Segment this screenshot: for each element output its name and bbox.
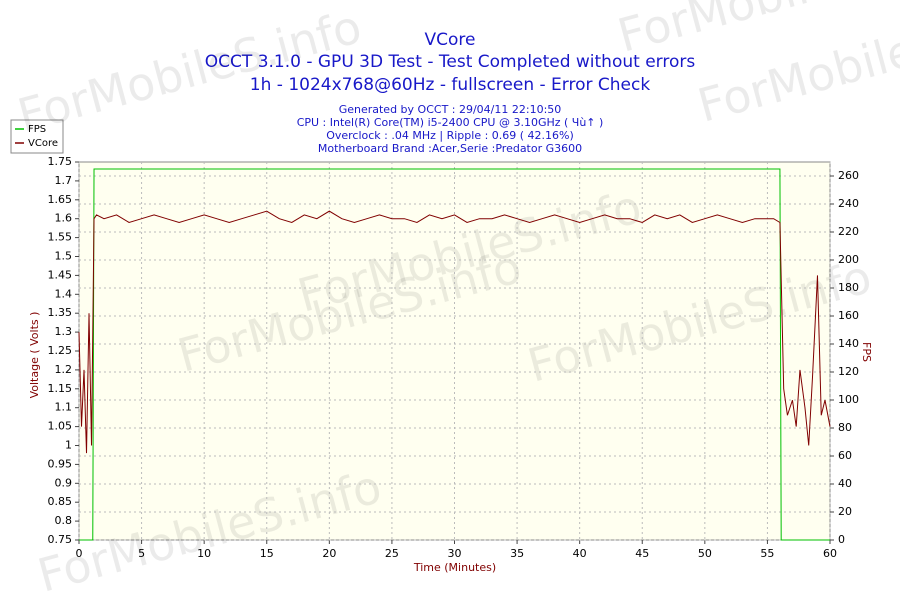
info-line: Motherboard Brand :Acer,Serie :Predator … [318, 142, 582, 155]
y-tick-label: 1.45 [48, 268, 73, 281]
x-tick-label: 20 [322, 547, 336, 560]
y-tick-label: 1.65 [48, 193, 73, 206]
info-line: Generated by OCCT : 29/04/11 22:10:50 [339, 103, 562, 116]
x-tick-label: 40 [573, 547, 587, 560]
x-tick-label: 10 [197, 547, 211, 560]
y2-tick-label: 180 [838, 281, 859, 294]
y2-tick-label: 220 [838, 225, 859, 238]
y-axis-label: Voltage ( Volts ) [28, 312, 41, 399]
y-tick-label: 0.8 [55, 514, 73, 527]
y-tick-label: 1.55 [48, 231, 73, 244]
x-tick-label: 55 [760, 547, 774, 560]
y2-tick-label: 120 [838, 365, 859, 378]
y2-tick-label: 20 [838, 505, 852, 518]
y-tick-label: 1.6 [55, 212, 73, 225]
y-tick-label: 0.9 [55, 476, 73, 489]
y-tick-label: 1.15 [48, 382, 73, 395]
y-tick-label: 1.1 [55, 401, 73, 414]
x-tick-label: 60 [823, 547, 837, 560]
info-line: Overclock : .04 MHz | Ripple : 0.69 ( 42… [326, 129, 574, 142]
y-tick-label: 1.05 [48, 420, 73, 433]
y2-tick-label: 140 [838, 337, 859, 350]
x-tick-label: 45 [635, 547, 649, 560]
y-tick-label: 1.7 [55, 174, 73, 187]
y-tick-label: 1.3 [55, 325, 73, 338]
x-tick-label: 5 [138, 547, 145, 560]
y2-tick-label: 40 [838, 477, 852, 490]
legend-label: FPS [28, 124, 46, 135]
y-tick-label: 1.35 [48, 306, 73, 319]
series-line [79, 168, 830, 541]
y-tick-label: 0.75 [48, 533, 73, 546]
x-tick-label: 30 [448, 547, 462, 560]
y2-axis-label: FPS [860, 342, 873, 362]
y2-tick-label: 160 [838, 309, 859, 322]
x-tick-label: 35 [510, 547, 524, 560]
subtitle: OCCT 3.1.0 - GPU 3D Test - Test Complete… [205, 52, 696, 72]
y-tick-label: 0.95 [48, 457, 73, 470]
y-tick-label: 1.25 [48, 344, 73, 357]
x-tick-label: 15 [260, 547, 274, 560]
y-tick-label: 1 [65, 439, 72, 452]
x-tick-label: 50 [698, 547, 712, 560]
y2-tick-label: 0 [838, 533, 845, 546]
y2-tick-label: 100 [838, 393, 859, 406]
legend-label: VCore [28, 138, 58, 149]
y-tick-label: 0.85 [48, 495, 73, 508]
y-tick-label: 1.2 [55, 363, 73, 376]
chart-title: VCore [425, 30, 476, 50]
x-tick-label: 0 [76, 547, 83, 560]
subtitle: 1h - 1024x768@60Hz - fullscreen - Error … [250, 75, 651, 95]
y-tick-label: 1.5 [55, 250, 73, 263]
series-line [78, 210, 831, 454]
legend [10, 119, 64, 154]
y-tick-label: 1.4 [55, 287, 73, 300]
y2-tick-label: 260 [838, 169, 859, 182]
y2-tick-label: 240 [838, 197, 859, 210]
y2-tick-label: 200 [838, 253, 859, 266]
y2-tick-label: 60 [838, 449, 852, 462]
x-tick-label: 25 [385, 547, 399, 560]
y-tick-label: 1.75 [48, 155, 73, 168]
x-axis-label: Time (Minutes) [413, 561, 496, 574]
y2-tick-label: 80 [838, 421, 852, 434]
info-line: CPU : Intel(R) Core(TM) i5-2400 CPU @ 3.… [297, 116, 604, 129]
